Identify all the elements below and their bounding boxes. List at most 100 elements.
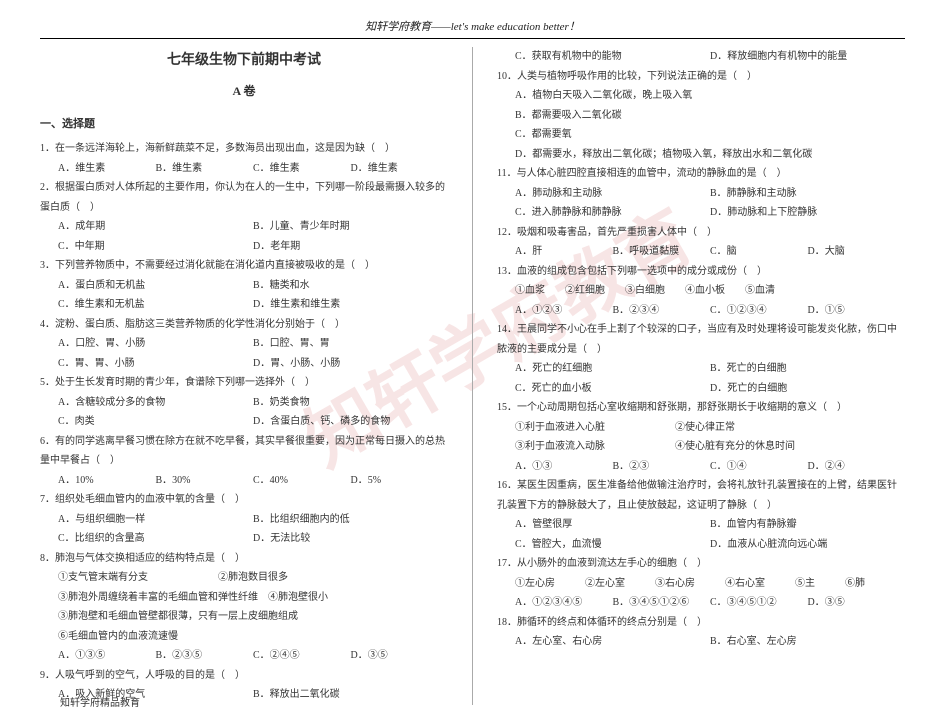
q8s1: ①支气管末端有分支 ②肺泡数目很多	[40, 568, 448, 588]
q10c: C．都需要氧	[497, 125, 905, 145]
page: 知轩学府教育——let's make education better！ 七年级…	[0, 0, 945, 715]
q4c: C．胃、胃、小肠	[58, 354, 253, 374]
q13c: C．①②③④	[710, 301, 808, 321]
q8: 8．肺泡与气体交换相适应的结构特点是（ ）	[40, 549, 448, 569]
q8-opts: A．①③⑤ B．②③⑤ C．②④⑤ D．③⑤	[40, 646, 448, 666]
q9c: C．获取有机物中的能物	[515, 47, 710, 67]
q8s3: ③肺泡壁和毛细血管壁都很薄，只有一层上皮细胞组成	[40, 607, 448, 627]
section-heading: 一、选择题	[40, 114, 448, 135]
q15s1: ①利于血液进入心脏 ②使心律正常	[497, 418, 905, 438]
q9-opts-right: C．获取有机物中的能物 D．释放细胞内有机物中的能量	[497, 47, 905, 67]
q13s: ①血浆 ②红细胞 ③白细胞 ④血小板 ⑤血清	[497, 281, 905, 301]
q5b: B．奶类食物	[253, 393, 448, 413]
q1d: D．维生素	[351, 159, 449, 179]
q17-opts: A．①②③④⑤ B．③④⑤①②⑥ C．③④⑤①② D．③⑤	[497, 593, 905, 613]
q4: 4．淀粉、蛋白质、脂肪这三类营养物质的化学性消化分别始于（ ）	[40, 315, 448, 335]
q16: 16．某医生因重病，医生准备给他做输注治疗时，会将礼放针孔装置接在的上臂，结果医…	[497, 476, 905, 515]
q6d: D．5%	[351, 471, 449, 491]
q12b: B．呼吸道黏膜	[613, 242, 711, 262]
q6-opts: A．10% B．30% C．40% D．5%	[40, 471, 448, 491]
q15d: D．②④	[808, 457, 906, 477]
q3c: C．维生素和无机盐	[58, 295, 253, 315]
q5: 5．处于生长发育时期的青少年，食谱除下列哪一选择外（ ）	[40, 373, 448, 393]
q11c: C．进入肺静脉和肺静脉	[515, 203, 710, 223]
q16d: D．血液从心脏流向远心端	[710, 535, 905, 555]
q18b: B．右心室、左心房	[710, 632, 905, 652]
q7-opts: A．与组织细胞一样 B．比组织细胞内的低 C．比组织的含量高 D．无法比较	[40, 510, 448, 549]
q15b: B．②③	[613, 457, 711, 477]
exam-title: 七年级生物下前期中考试	[40, 47, 448, 74]
q11b: B．肺静脉和主动脉	[710, 184, 905, 204]
q14c: C．死亡的血小板	[515, 379, 710, 399]
q7d: D．无法比较	[253, 529, 448, 549]
q15a: A．①③	[515, 457, 613, 477]
q12c: C．脑	[710, 242, 808, 262]
q16c: C．管腔大，血流慢	[515, 535, 710, 555]
q9d: D．释放细胞内有机物中的能量	[710, 47, 905, 67]
q13: 13．血液的组成包含包括下列哪一选项中的成分或成份（ ）	[497, 262, 905, 282]
right-column: C．获取有机物中的能物 D．释放细胞内有机物中的能量 10．人类与植物呼吸作用的…	[497, 47, 905, 705]
q7a: A．与组织细胞一样	[58, 510, 253, 530]
q6c: C．40%	[253, 471, 351, 491]
q18a: A．左心室、右心房	[515, 632, 710, 652]
q18-opts: A．左心室、右心房 B．右心室、左心房	[497, 632, 905, 652]
q1b: B．维生素	[156, 159, 254, 179]
q10a: A．植物白天吸入二氧化碳，晚上吸入氧	[497, 86, 905, 106]
q2: 2．根据蛋白质对人体所起的主要作用，你认为在人的一生中，下列哪一阶段最需摄入较多…	[40, 178, 448, 217]
q17a: A．①②③④⑤	[515, 593, 613, 613]
q18: 18．肺循环的终点和体循环的终点分别是（ ）	[497, 613, 905, 633]
q10d: D．都需要水，释放出二氧化碳；植物吸入氧，释放出水和二氧化碳	[497, 145, 905, 165]
q1-opts: A．维生素 B．维生素 C．维生素 D．维生素	[40, 159, 448, 179]
q14a: A．死亡的红细胞	[515, 359, 710, 379]
q5c: C．肉类	[58, 412, 253, 432]
q17: 17．从小肠外的血液到流达左手心的细胞（ ）	[497, 554, 905, 574]
q6a: A．10%	[58, 471, 156, 491]
q6b: B．30%	[156, 471, 254, 491]
q5a: A．含糖较成分多的食物	[58, 393, 253, 413]
q14b: B．死亡的白细胞	[710, 359, 905, 379]
q5-opts: A．含糖较成分多的食物 B．奶类食物 C．肉类 D．含蛋白质、钙、磷多的食物	[40, 393, 448, 432]
q8c: C．②④⑤	[253, 646, 351, 666]
q2d: D．老年期	[253, 237, 448, 257]
q2c: C．中年期	[58, 237, 253, 257]
q3b: B．糖类和水	[253, 276, 448, 296]
q14-opts: A．死亡的红细胞 B．死亡的白细胞 C．死亡的血小板 D．死亡的白细胞	[497, 359, 905, 398]
q4b: B．口腔、胃、胃	[253, 334, 448, 354]
q4d: D．胃、小肠、小肠	[253, 354, 448, 374]
columns: 七年级生物下前期中考试 A 卷 一、选择题 1．在一条远洋海轮上，海新鲜蔬菜不足…	[40, 47, 905, 705]
q3d: D．维生素和维生素	[253, 295, 448, 315]
footer: 知轩学府精品教育	[60, 694, 140, 709]
q4a: A．口腔、胃、小肠	[58, 334, 253, 354]
q8s4: ⑥毛细血管内的血液流速慢	[40, 627, 448, 647]
q12: 12．吸烟和吸毒害品，首先严重损害人体中（ ）	[497, 223, 905, 243]
q16a: A．管壁很厚	[515, 515, 710, 535]
q17c: C．③④⑤①②	[710, 593, 808, 613]
q4-opts: A．口腔、胃、小肠 B．口腔、胃、胃 C．胃、胃、小肠 D．胃、小肠、小肠	[40, 334, 448, 373]
q17s: ①左心房 ②左心室 ③右心房 ④右心室 ⑤主 ⑥肺	[497, 574, 905, 594]
q7: 7．组织处毛细血管内的血液中氧的含量（ ）	[40, 490, 448, 510]
left-column: 七年级生物下前期中考试 A 卷 一、选择题 1．在一条远洋海轮上，海新鲜蔬菜不足…	[40, 47, 448, 705]
q11d: D．肺动脉和上下腔静脉	[710, 203, 905, 223]
q14: 14．王晨同学不小心在手上割了个较深的口子，当应有及时处理将设可能发炎化脓，伤口…	[497, 320, 905, 359]
q14d: D．死亡的白细胞	[710, 379, 905, 399]
q11a: A．肺动脉和主动脉	[515, 184, 710, 204]
exam-subtitle: A 卷	[40, 80, 448, 103]
q13b: B．②③④	[613, 301, 711, 321]
q12-opts: A．肝 B．呼吸道黏膜 C．脑 D．大脑	[497, 242, 905, 262]
q17b: B．③④⑤①②⑥	[613, 593, 711, 613]
q13a: A．①②③	[515, 301, 613, 321]
q8s2: ③肺泡外周缠绕着丰富的毛细血管和弹性纤维 ④肺泡壁很小	[40, 588, 448, 608]
q7c: C．比组织的含量高	[58, 529, 253, 549]
q16b: B．血管内有静脉瓣	[710, 515, 905, 535]
q10: 10．人类与植物呼吸作用的比较，下列说法正确的是（ ）	[497, 67, 905, 87]
q2-opts: A．成年期 B．儿童、青少年时期 C．中年期 D．老年期	[40, 217, 448, 256]
q1c: C．维生素	[253, 159, 351, 179]
q8a: A．①③⑤	[58, 646, 156, 666]
q15s2: ③利于血液流入动脉 ④使心脏有充分的休息时间	[497, 437, 905, 457]
q2b: B．儿童、青少年时期	[253, 217, 448, 237]
top-header: 知轩学府教育——let's make education better！	[40, 18, 905, 34]
q15c: C．①④	[710, 457, 808, 477]
q1: 1．在一条远洋海轮上，海新鲜蔬菜不足，多数海员出现出血，这是因为缺（ ）	[40, 139, 448, 159]
q12d: D．大脑	[808, 242, 906, 262]
q15: 15．一个心动周期包括心室收缩期和舒张期，那舒张期长于收缩期的意义（ ）	[497, 398, 905, 418]
